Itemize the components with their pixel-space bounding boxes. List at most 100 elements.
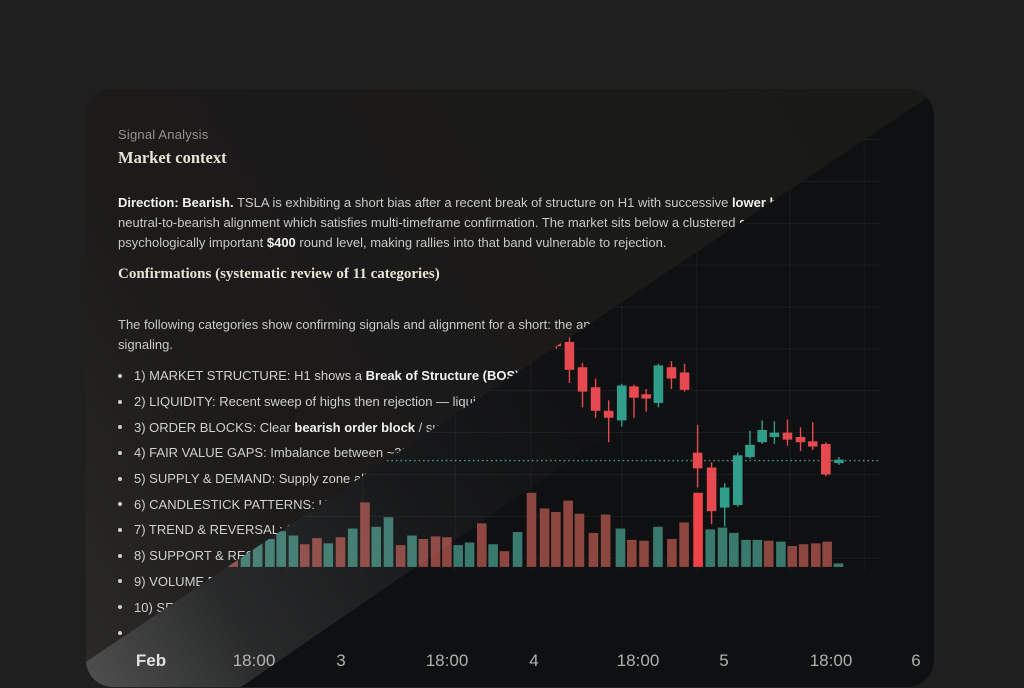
section-heading-market-context: Market context: [118, 148, 227, 167]
bullet-dot: [118, 450, 122, 455]
candle-body: [834, 459, 844, 464]
body-text: 1) MARKET STRUCTURE: H1 shows a: [134, 368, 366, 384]
emphasis-text: Direction: Bearish.: [118, 195, 234, 210]
body-text: 4) FAIR VALUE GAPS: Imbalance between ~3…: [134, 445, 474, 461]
volume-bar: [693, 492, 703, 567]
body-text: The following categories show confirming…: [118, 317, 681, 332]
bullet-dot: [118, 579, 122, 584]
bullet-dot: [118, 502, 122, 507]
bullet-dot: [118, 425, 122, 430]
candle-body: [795, 436, 806, 443]
volume-bar: [615, 528, 626, 567]
volume-bar: [653, 526, 663, 567]
axis-tick-label: 18:00: [232, 651, 276, 670]
volume-bar: [763, 540, 774, 567]
volume-bar: [512, 532, 523, 567]
candle-body: [629, 386, 639, 398]
paragraph-line: signaling.: [118, 335, 681, 355]
volume-bar: [407, 535, 417, 567]
emphasis-text: Break of Structure (BOS): [365, 368, 520, 384]
time-axis[interactable]: Feb 18:00 3 18:00 4 18:00 5 18:00 6: [86, 645, 934, 677]
volume-bar: [347, 528, 358, 567]
candle-body: [603, 410, 614, 418]
bullet-dot: [118, 630, 122, 635]
paragraph-line: psychologically important $400 round lev…: [118, 233, 894, 253]
candle-body: [564, 341, 575, 370]
bullet-text: 4) FAIR VALUE GAPS: Imbalance between ~3…: [134, 445, 473, 460]
axis-tick-label: 4: [529, 651, 539, 670]
candle-body: [821, 443, 831, 475]
volume-bar: [551, 511, 561, 567]
categories-paragraph: The following categories show confirming…: [118, 315, 681, 355]
volume-bar: [574, 513, 585, 567]
candle-body: [719, 487, 730, 508]
volume-bar: [383, 517, 394, 567]
volume-bar: [488, 544, 498, 567]
volume-bar: [312, 538, 322, 567]
candle-body: [782, 432, 793, 440]
volume-bar: [588, 532, 599, 567]
bullet-dot: [118, 399, 122, 404]
volume-bar: [600, 514, 611, 567]
volume-bar: [667, 539, 677, 567]
volume-bar: [639, 540, 649, 567]
volume-bar: [464, 542, 475, 567]
volume-bar: [499, 551, 510, 567]
volume-bar: [626, 539, 637, 567]
volume-bar: [705, 529, 716, 567]
volume-bar: [395, 545, 406, 567]
paragraph-line: The following categories show confirming…: [118, 315, 681, 335]
emphasis-text: $400: [266, 234, 296, 250]
volume-bar: [787, 545, 798, 567]
axis-tick-label: 3: [336, 651, 346, 670]
volume-bar: [252, 539, 263, 567]
volume-bar: [822, 541, 832, 567]
candle-body: [706, 467, 717, 512]
bullet-dot: [118, 527, 122, 532]
volume-bar: [526, 492, 537, 567]
candle-body: [807, 441, 818, 447]
axis-tick-label: 18:00: [425, 651, 469, 670]
volume-bar: [833, 563, 844, 567]
volume-bar: [752, 539, 763, 567]
volume-bar: [741, 539, 751, 567]
bullet-dot: [118, 605, 122, 610]
candle-body: [616, 385, 627, 421]
volume-bar: [299, 544, 310, 567]
volume-bar: [430, 536, 441, 567]
volume-bar: [811, 543, 821, 567]
body-text: neutral-to-bearish alignment which satis…: [118, 214, 740, 230]
axis-tick-label: Feb: [135, 651, 167, 670]
axis-tick-label: 18:00: [809, 651, 853, 670]
volume-bar: [265, 539, 275, 567]
volume-bar: [563, 500, 573, 567]
bullet-dot: [118, 553, 122, 558]
volume-bar: [240, 543, 251, 567]
body-text: psychologically important: [118, 234, 267, 250]
axis-tick-label: 5: [719, 651, 729, 670]
volume-bar: [360, 502, 370, 567]
volume-bar: [476, 523, 487, 567]
section-heading-confirmations: Confirmations (systematic review of 11 c…: [118, 266, 440, 282]
volume-bar: [276, 531, 286, 567]
candle-body: [653, 365, 664, 403]
body-text: round level, making rallies into that ba…: [295, 234, 667, 250]
bullet-text: 2) LIQUIDITY: Recent sweep of highs then…: [134, 394, 550, 409]
candle-body: [590, 387, 601, 411]
signal-analysis-card: Feb 18:00 3 18:00 4 18:00 5 18:00 6 Signal Analy…: [85, 88, 935, 688]
body-text: 3) ORDER BLOCKS: Clear: [134, 419, 295, 435]
volume-bar: [717, 527, 728, 567]
axis-tick-label: 6: [911, 651, 921, 670]
body-text: signaling.: [118, 336, 173, 352]
volume-bar: [729, 532, 739, 567]
volume-bar: [798, 544, 809, 567]
list-item: 2) LIQUIDITY: Recent sweep of highs then…: [118, 389, 618, 415]
axis-tick-label: 18:00: [616, 651, 660, 670]
volume-bar: [679, 522, 689, 567]
document-kicker: Signal Analysis: [118, 127, 209, 142]
list-item: 4) FAIR VALUE GAPS: Imbalance between ~3…: [118, 440, 618, 466]
candle-body: [666, 367, 677, 379]
volume-bar: [418, 539, 429, 567]
volume-bar: [453, 545, 464, 567]
